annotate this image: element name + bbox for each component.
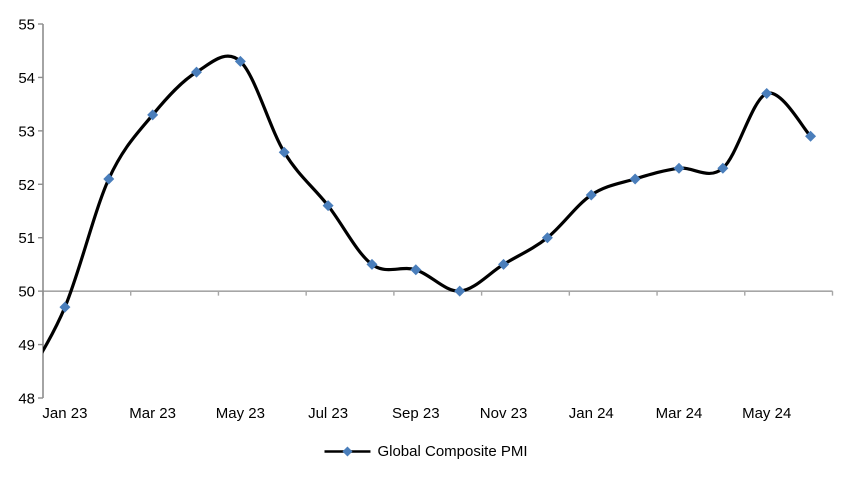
data-point-marker [234,55,246,67]
y-axis-tick-label: 54 [18,70,35,87]
y-axis-tick-label: 55 [18,17,35,34]
data-point-marker [103,173,115,185]
series-line [43,54,813,354]
data-point-marker [498,258,510,270]
data-point-marker [761,87,773,99]
data-point-marker [191,66,203,78]
data-point-marker [805,130,817,142]
data-point-marker [278,146,290,158]
data-point-marker [322,200,334,212]
y-axis-tick-label: 50 [18,284,35,301]
legend-key-icon [324,445,371,458]
data-point-marker [410,264,422,276]
data-point-marker [717,162,729,174]
data-point-marker [366,258,378,270]
data-point-marker [454,285,466,297]
chart-legend: Global Composite PMI [324,443,528,460]
x-axis-tick-label: May 24 [742,405,791,422]
x-axis-tick-label: May 23 [216,405,265,422]
data-point-marker [629,173,641,185]
x-axis-tick-label: Jan 24 [569,405,614,422]
y-axis-tick-label: 53 [18,123,35,140]
data-point-marker [59,301,71,313]
data-point-marker [147,109,159,121]
x-axis-tick-label: Mar 24 [656,405,703,422]
y-axis-tick-label: 48 [18,391,35,408]
y-axis-tick-label: 51 [18,230,35,247]
data-point-marker [673,162,685,174]
x-axis-tick-label: Jul 23 [308,405,348,422]
x-axis-tick-label: Nov 23 [480,405,528,422]
x-axis-tick-label: Mar 23 [129,405,176,422]
legend-line-diamond-icon [324,446,371,457]
y-axis-tick-label: 49 [18,337,35,354]
x-axis-tick-label: Jan 23 [42,405,87,422]
data-point-marker [541,232,553,244]
data-point-marker [585,189,597,201]
legend-label: Global Composite PMI [377,443,528,460]
y-axis-tick-label: 52 [18,177,35,194]
x-axis-tick-label: Sep 23 [392,405,440,422]
